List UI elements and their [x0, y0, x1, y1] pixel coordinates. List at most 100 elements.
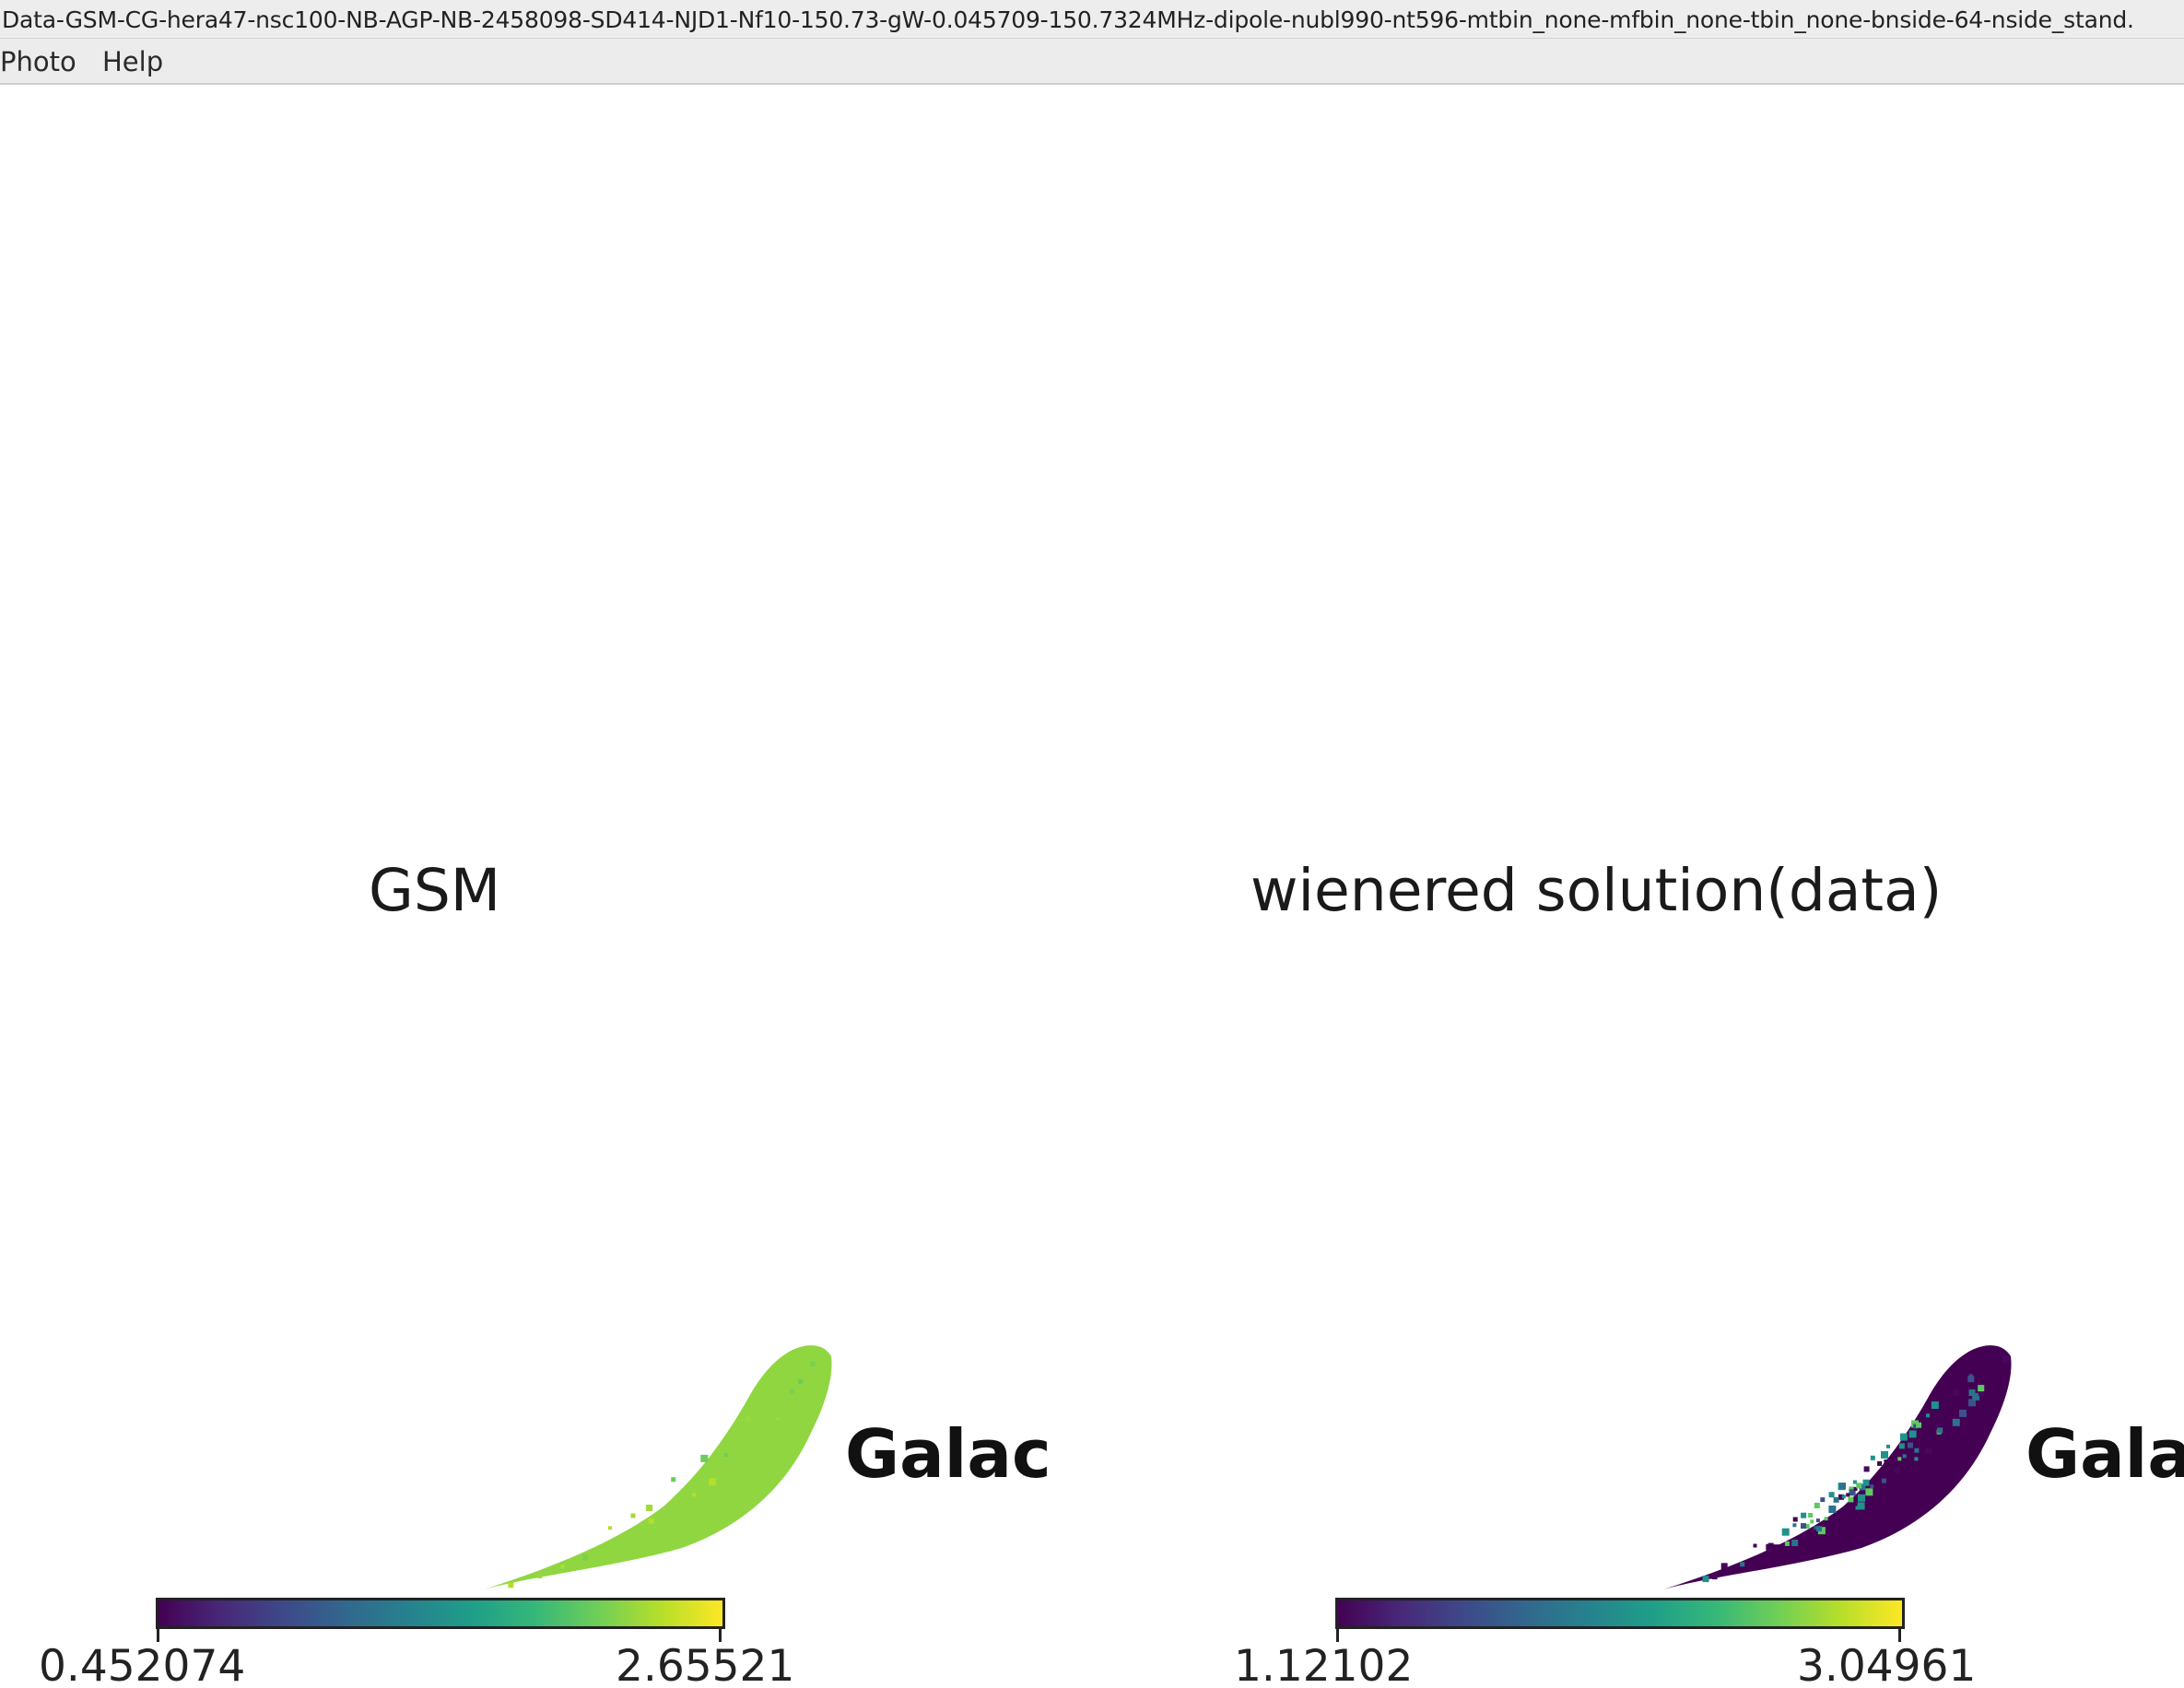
map-pixel: [1968, 1399, 1976, 1407]
map-pixel: [1935, 1424, 1939, 1428]
map-pixel: [1820, 1497, 1826, 1503]
map-pixel: [1814, 1503, 1820, 1508]
map-pixel: [1884, 1459, 1891, 1466]
map-pixel: [1967, 1376, 1975, 1383]
map-pixel: [1870, 1455, 1875, 1460]
map-pixel: [1810, 1519, 1814, 1524]
panel-2-sky-map: [1663, 1345, 2012, 1589]
map-pixel: [608, 1526, 612, 1530]
map-pixel: [1814, 1526, 1818, 1530]
map-pixel: [1767, 1542, 1774, 1549]
map-pixel: [1908, 1442, 1913, 1448]
map-pixel: [1815, 1518, 1820, 1523]
map-pixel: [1824, 1517, 1828, 1521]
map-pixel: [1882, 1478, 1886, 1483]
map-pixel: [560, 1565, 565, 1569]
map-pixel: [1925, 1447, 1932, 1454]
map-pixel: [1968, 1389, 1976, 1396]
map-pixel: [1841, 1495, 1846, 1499]
map-pixel: [1838, 1515, 1841, 1519]
menu-help[interactable]: Help: [102, 46, 164, 77]
map-pixel: [1784, 1541, 1790, 1546]
map-pixel: [2002, 1355, 2010, 1364]
window-title: Data-GSM-CG-hera47-nsc100-NB-AGP-NB-2458…: [2, 6, 2134, 33]
map-pixel: [1897, 1457, 1902, 1461]
map-pixel: [1953, 1389, 1959, 1395]
map-pixel: [1791, 1540, 1799, 1546]
map-pixel: [1856, 1483, 1862, 1489]
map-pixel: [809, 1361, 816, 1367]
map-pixel: [1914, 1448, 1920, 1453]
map-pixel: [1941, 1412, 1945, 1416]
map-pixel: [1859, 1483, 1866, 1491]
map-pixel: [1877, 1460, 1883, 1466]
map-pixel: [1926, 1413, 1930, 1418]
map-pixel: [1853, 1486, 1858, 1491]
panel-2-title: wienered solution(data): [1251, 857, 1943, 924]
map-pixel: [582, 1554, 588, 1561]
map-pixel: [1833, 1496, 1839, 1503]
map-pixel: [1711, 1574, 1718, 1580]
map-pixel: [1952, 1418, 1960, 1426]
map-pixel: [1972, 1392, 1980, 1401]
map-pixel: [1828, 1506, 1837, 1513]
panel-1-map-texture: [508, 1361, 816, 1588]
map-pixel: [1896, 1448, 1902, 1453]
map-pixel: [1920, 1449, 1925, 1456]
map-pixel: [537, 1573, 543, 1578]
map-pixel: [723, 1453, 728, 1458]
map-pixel: [692, 1493, 697, 1497]
panel-2-projection-label: Gala: [2025, 1415, 2184, 1493]
panel-2-colorbar-tick-max: [1898, 1629, 1901, 1642]
map-pixel: [1839, 1483, 1846, 1490]
map-pixel: [1931, 1401, 1939, 1409]
map-pixel: [1865, 1488, 1873, 1496]
map-pixel: [1924, 1437, 1930, 1442]
map-pixel: [778, 1397, 786, 1405]
map-pixel: [790, 1389, 794, 1394]
map-pixel: [1899, 1433, 1908, 1441]
map-pixel: [1838, 1517, 1847, 1525]
map-pixel: [671, 1477, 676, 1483]
panel-1-sky-map: [484, 1345, 832, 1589]
map-pixel: [798, 1378, 804, 1384]
map-pixel: [508, 1582, 514, 1588]
menu-photo[interactable]: Photo: [0, 46, 76, 77]
map-pixel: [1792, 1517, 1798, 1522]
map-pixel: [630, 1513, 636, 1518]
panel-2-colorbar-tick-min: [1336, 1629, 1339, 1642]
window-title-bar: Data-GSM-CG-hera47-nsc100-NB-AGP-NB-2458…: [0, 0, 2184, 39]
map-pixel: [1808, 1513, 1814, 1518]
map-pixel: [1816, 1526, 1822, 1532]
panel-1-colorbar: [156, 1598, 725, 1629]
map-pixel: [1753, 1543, 1757, 1548]
map-pixel: [1886, 1444, 1890, 1448]
map-pixel: [1870, 1484, 1874, 1489]
map-pixel: [1978, 1389, 1984, 1396]
map-pixel: [746, 1434, 751, 1437]
map-pixel: [1838, 1494, 1844, 1500]
panel-2-colorbar-max-label: 3.04961: [1797, 1641, 1977, 1688]
map-pixel: [1855, 1506, 1860, 1510]
map-pixel: [1767, 1546, 1774, 1553]
map-pixel: [700, 1454, 709, 1462]
map-pixel: [1913, 1424, 1919, 1429]
map-pixel: [646, 1505, 653, 1511]
map-pixel: [709, 1478, 717, 1486]
panel-1-title: GSM: [369, 857, 501, 924]
map-pixel: [1852, 1480, 1857, 1484]
panel-2-colorbar-min-label: 1.12102: [1234, 1641, 1414, 1688]
map-pixel: [648, 1518, 654, 1524]
map-pixel: [1771, 1544, 1779, 1553]
map-pixel: [1929, 1432, 1936, 1439]
map-pixel: [1978, 1385, 1985, 1392]
panel-1-colorbar-min-label: 0.452074: [39, 1641, 246, 1688]
map-pixel: [1862, 1479, 1870, 1486]
map-pixel: [1801, 1523, 1806, 1530]
map-pixel: [1863, 1466, 1870, 1472]
map-pixel: [1894, 1467, 1900, 1473]
map-pixel: [1965, 1388, 1970, 1393]
menu-bar: Photo Help: [0, 39, 2184, 85]
map-pixel: [1858, 1494, 1865, 1502]
map-pixel: [1801, 1512, 1807, 1518]
